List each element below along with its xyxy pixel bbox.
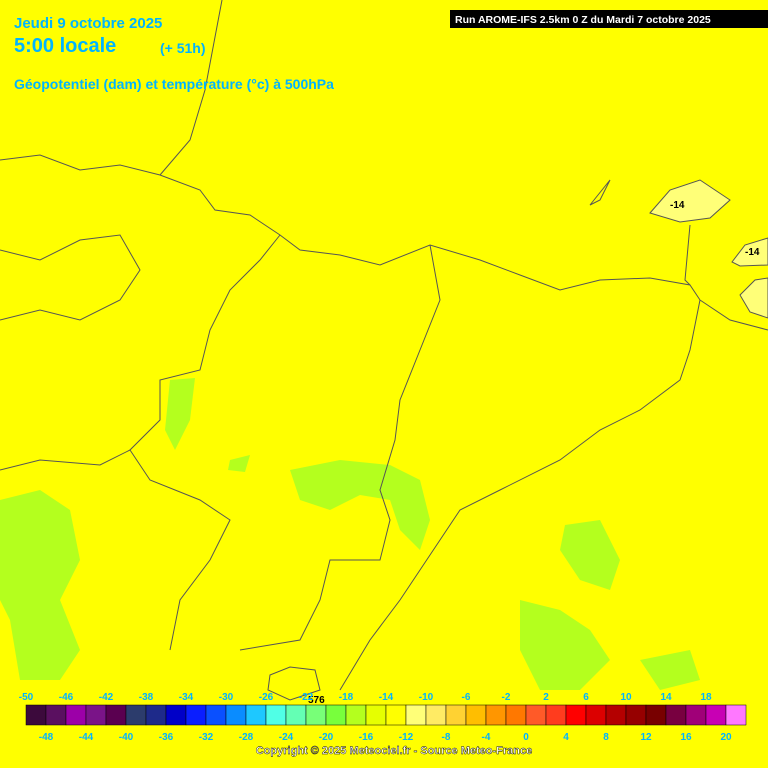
run-label: Run AROME-IFS 2.5km 0 Z du Mardi 7 octob… <box>455 14 711 26</box>
cold-patches <box>649 179 768 319</box>
contour-label: -14 <box>745 247 760 258</box>
colorbar-label: -4 <box>482 732 491 743</box>
colorbar-label: 8 <box>603 732 609 743</box>
colorbar-label: -40 <box>119 732 134 743</box>
copyright: Copyright © 2025 Meteociel.fr - Source M… <box>256 745 532 757</box>
colorbar-label: -2 <box>502 692 511 703</box>
swatch <box>185 704 207 726</box>
swatch <box>345 704 367 726</box>
colorbar-label: -46 <box>59 692 74 703</box>
colorbar-label: -24 <box>279 732 294 743</box>
colorbar-label: 10 <box>620 692 632 703</box>
colorbar-label: -44 <box>79 732 94 743</box>
colorbar-label: -20 <box>319 732 334 743</box>
colorbar-label: 12 <box>640 732 652 743</box>
colorbar-label: -12 <box>399 732 414 743</box>
colorbar-label: 6 <box>583 692 589 703</box>
colorbar-label: -14 <box>379 692 394 703</box>
colorbar-label: 2 <box>543 692 549 703</box>
date: Jeudi 9 octobre 2025 <box>14 15 162 32</box>
swatch <box>265 704 287 726</box>
swatch <box>325 704 347 726</box>
colorbar-label: -30 <box>219 692 234 703</box>
swatch <box>285 704 307 726</box>
temperature-patches <box>0 378 700 690</box>
time: 5:00 locale <box>14 35 116 57</box>
swatch <box>105 704 127 726</box>
swatch <box>725 704 747 726</box>
colorbar-label: 14 <box>660 692 672 703</box>
swatch <box>685 704 707 726</box>
swatch <box>705 704 727 726</box>
borders <box>0 0 768 701</box>
swatch <box>525 704 547 726</box>
colorbar-label: -16 <box>359 732 374 743</box>
colorbar-label: -38 <box>139 692 154 703</box>
colorbar-label: -18 <box>339 692 354 703</box>
swatch <box>305 704 327 726</box>
contour-labels: -14 -14 576 <box>308 200 760 706</box>
colorbar-label: -22 <box>299 692 314 703</box>
swatch <box>365 704 387 726</box>
swatch <box>425 704 447 726</box>
swatch <box>165 704 187 726</box>
colorbar-label: -48 <box>39 732 54 743</box>
swatch <box>245 704 267 726</box>
swatch <box>585 704 607 726</box>
swatch <box>565 704 587 726</box>
swatch <box>465 704 487 726</box>
swatch <box>85 704 107 726</box>
swatch <box>25 704 47 726</box>
colorbar-label: 16 <box>680 732 692 743</box>
swatch <box>385 704 407 726</box>
field: Géopotentiel (dam) et température (°c) à… <box>14 76 334 92</box>
swatch <box>65 704 87 726</box>
colorbar-label: 20 <box>720 732 732 743</box>
swatch <box>145 704 167 726</box>
colorbar-label: 4 <box>563 732 569 743</box>
colorbar-label: -36 <box>159 732 174 743</box>
swatch <box>125 704 147 726</box>
swatch <box>225 704 247 726</box>
swatch <box>605 704 627 726</box>
swatch <box>45 704 67 726</box>
swatch <box>505 704 527 726</box>
colorbar-label: -42 <box>99 692 114 703</box>
colorbar-label: -8 <box>442 732 451 743</box>
swatch <box>405 704 427 726</box>
swatch <box>545 704 567 726</box>
colorbar-label: 18 <box>700 692 712 703</box>
colorbar-label: -28 <box>239 732 254 743</box>
colorbar-label: -50 <box>19 692 34 703</box>
contour-label: 576 <box>308 695 325 706</box>
colorbar-label: -34 <box>179 692 194 703</box>
colorbar-label: -26 <box>259 692 274 703</box>
swatch <box>205 704 227 726</box>
colorbar-label: 0 <box>523 732 529 743</box>
swatch <box>645 704 667 726</box>
swatch <box>665 704 687 726</box>
lead: (+ 51h) <box>160 40 206 56</box>
contour-label: -14 <box>670 200 685 211</box>
colorbar-label: -6 <box>462 692 471 703</box>
swatch <box>445 704 467 726</box>
colorbar-label: -10 <box>419 692 434 703</box>
header: Jeudi 9 octobre 2025 5:00 locale (+ 51h)… <box>14 15 334 92</box>
swatch <box>625 704 647 726</box>
swatch <box>485 704 507 726</box>
colorbar-label: -32 <box>199 732 214 743</box>
run-box <box>450 10 768 28</box>
